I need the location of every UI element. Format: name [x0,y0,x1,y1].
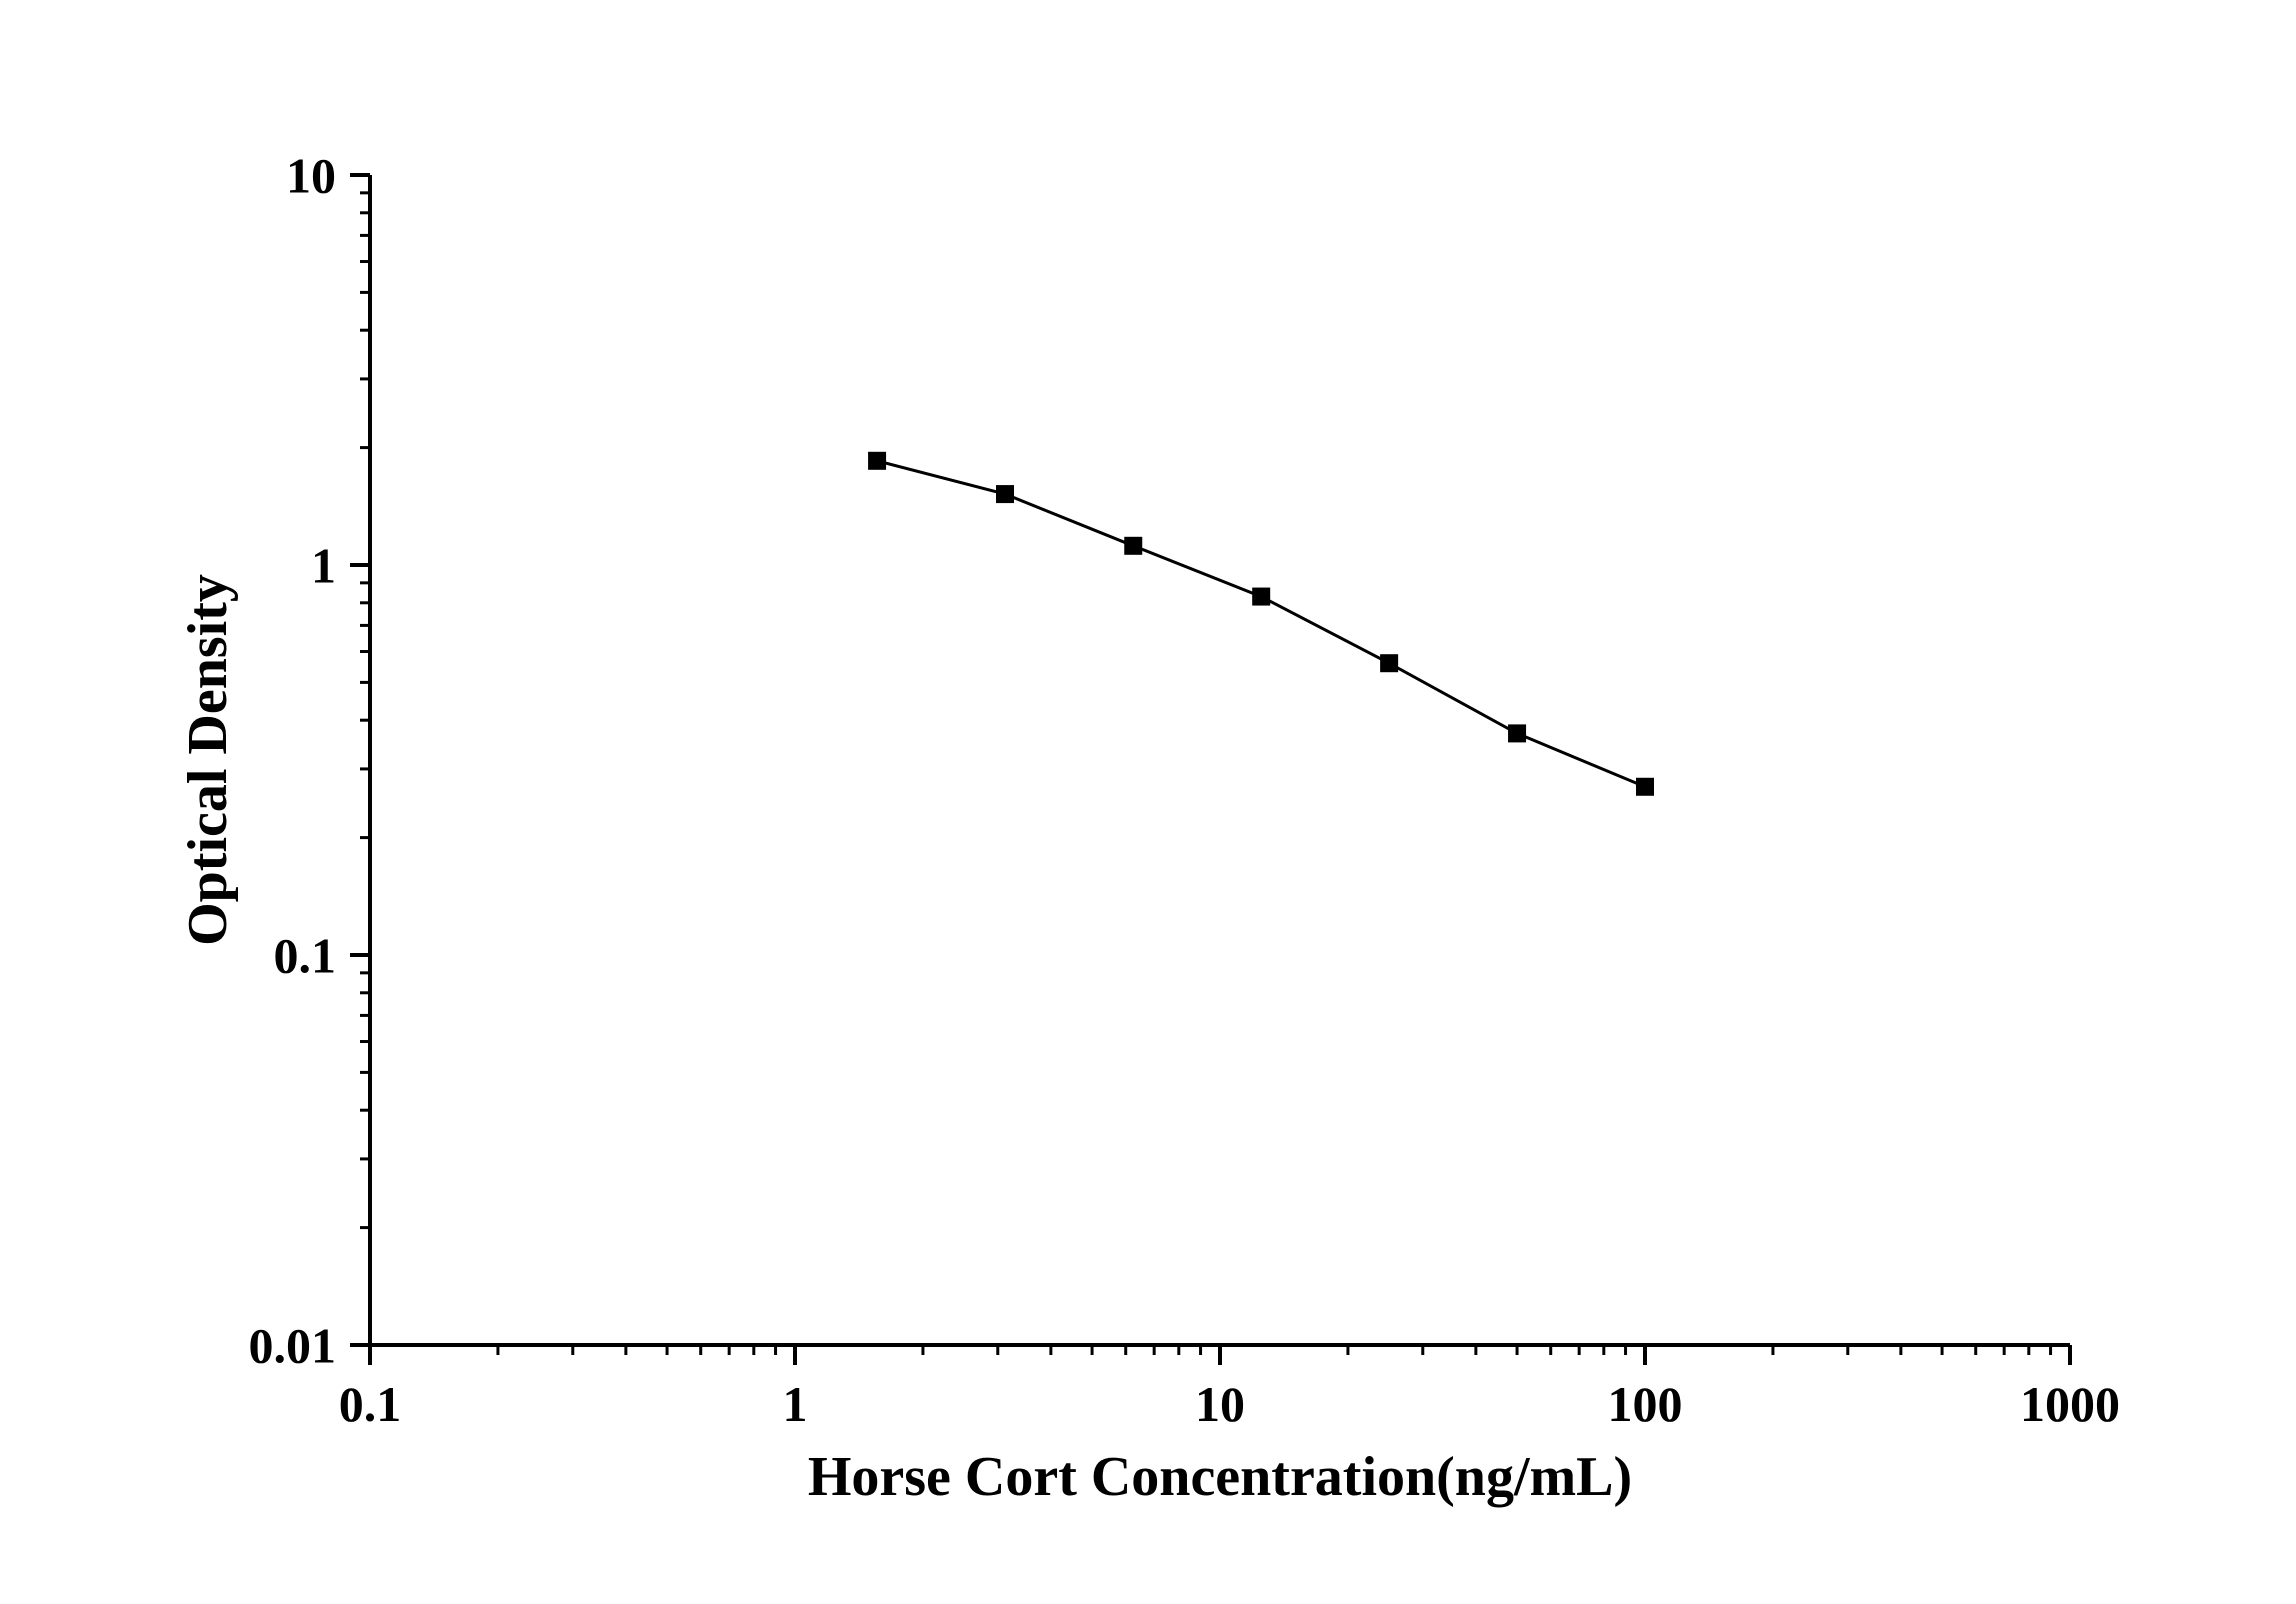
x-tick-label: 10 [1195,1376,1245,1432]
data-marker [1508,724,1526,742]
y-tick-label: 1 [311,538,336,594]
chart-svg: 0.111010010000.010.1110Horse Cort Concen… [0,0,2296,1604]
y-tick-label: 0.01 [249,1318,337,1374]
y-tick-label: 0.1 [274,928,337,984]
data-marker [996,485,1014,503]
x-tick-label: 100 [1608,1376,1683,1432]
data-marker [868,452,886,470]
x-axis-label: Horse Cort Concentration(ng/mL) [808,1446,1632,1508]
x-tick-label: 1000 [2020,1376,2120,1432]
chart-background [0,0,2296,1604]
data-marker [1124,537,1142,555]
x-tick-label: 1 [783,1376,808,1432]
x-tick-label: 0.1 [339,1376,402,1432]
y-axis-label: Optical Density [177,574,239,946]
data-marker [1636,778,1654,796]
y-tick-label: 10 [286,148,336,204]
chart-container: 0.111010010000.010.1110Horse Cort Concen… [0,0,2296,1604]
data-marker [1252,588,1270,606]
data-marker [1380,654,1398,672]
